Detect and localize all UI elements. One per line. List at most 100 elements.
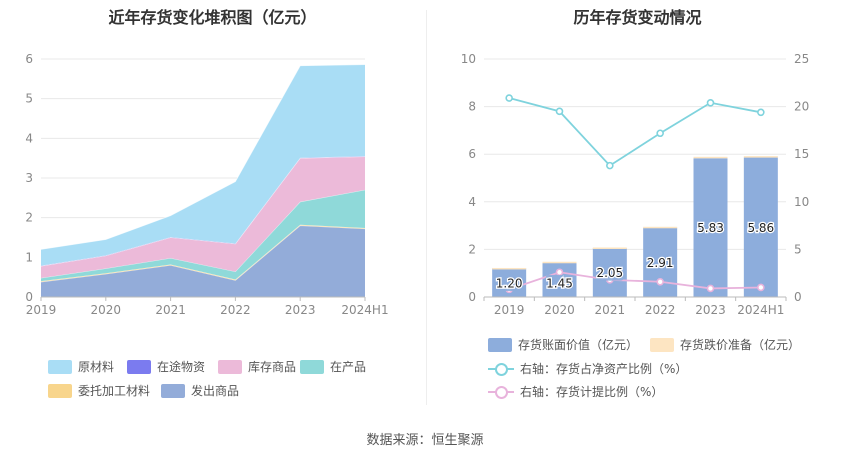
legend-label: 在产品	[330, 360, 367, 374]
y-right-tick-label: 5	[794, 242, 802, 256]
y-left-tick-label: 10	[461, 52, 476, 66]
y-left-tick-label: 8	[468, 100, 476, 114]
legend-item-consigned-processing[interactable]: 委托加工材料	[48, 382, 150, 399]
bar-data-label: 1.45	[546, 277, 573, 291]
y-left-tick-label: 0	[468, 290, 476, 304]
x-tick-label: 2022	[645, 303, 676, 317]
legend-item-finished-goods[interactable]: 库存商品	[218, 358, 296, 375]
legend-label: 存货跌价准备（亿元）	[680, 338, 801, 352]
x-tick-label: 2021	[155, 303, 186, 317]
bar-data-label: 2.91	[647, 256, 674, 270]
line-point	[505, 94, 513, 102]
panel-divider	[426, 10, 427, 405]
bar-impairment-provision	[643, 226, 678, 229]
data-label-background	[646, 254, 675, 271]
legend-swatch	[650, 337, 674, 352]
y-tick-label: 1	[25, 250, 33, 264]
legend-label: 在途物资	[157, 360, 206, 374]
y-tick-label: 3	[25, 171, 33, 185]
y-right-tick-label: 20	[794, 100, 809, 114]
bar-impairment-provision	[693, 156, 728, 159]
legend-swatch	[48, 359, 72, 374]
legend-label: 右轴：存货占净资产比例（%）	[520, 362, 688, 376]
line-marker-icon	[488, 362, 514, 376]
x-tick-label: 2019	[494, 303, 525, 317]
line-marker-icon	[488, 385, 514, 399]
y-tick-label: 5	[25, 92, 33, 106]
right-chart-legend: 存货账面价值（亿元） 存货跌价准备（亿元） 右轴：存货占净资产比例（%） 右轴：…	[488, 336, 848, 406]
legend-item-goods-in-transit[interactable]: 在途物资	[127, 358, 205, 375]
line-point	[606, 161, 614, 170]
x-tick-label: 2021	[595, 303, 626, 317]
bar-impairment-provision	[592, 247, 627, 249]
x-tick-label: 2020	[91, 303, 122, 317]
legend-label: 发出商品	[191, 384, 240, 398]
y-right-tick-label: 0	[794, 290, 802, 304]
y-right-tick-label: 10	[794, 195, 809, 209]
line-series	[508, 97, 762, 167]
area-series	[41, 224, 365, 282]
legend-item-raw-materials[interactable]: 原材料	[48, 358, 114, 375]
area-series	[41, 189, 365, 282]
legend-swatch	[488, 337, 512, 352]
bar-impairment-provision	[743, 156, 778, 158]
bar-data-label: 5.86	[747, 221, 774, 235]
legend-item-goods-shipped[interactable]: 发出商品	[161, 382, 239, 399]
legend-swatch	[48, 383, 72, 398]
x-tick-label: 2023	[695, 303, 726, 317]
legend-swatch	[218, 359, 242, 374]
line-point	[757, 108, 765, 117]
legend-item-work-in-progress[interactable]: 在产品	[300, 358, 366, 375]
y-right-tick-label: 25	[794, 52, 809, 66]
data-source-note: 数据来源：恒生聚源	[366, 433, 484, 448]
x-tick-label: 2023	[285, 303, 316, 317]
legend-swatch	[300, 359, 324, 374]
data-label-background	[495, 275, 524, 291]
x-tick-label: 2024H1	[737, 303, 784, 317]
legend-label: 委托加工材料	[78, 384, 151, 398]
line-point	[656, 277, 664, 286]
legend-label: 右轴：存货计提比例（%）	[520, 385, 664, 399]
right-chart-title: 历年存货变动情况	[573, 8, 702, 27]
y-left-tick-label: 4	[468, 195, 476, 209]
y-right-tick-label: 15	[794, 147, 809, 161]
line-point	[656, 129, 664, 138]
y-left-tick-label: 2	[468, 242, 476, 256]
bar-line-combo-chart: 0 2 4 6 8 10 0 5 10 15 20 25 2019 2020 2021 2022 2023 202…	[461, 52, 810, 317]
stacked-area-chart: 0 1 2 3 4 5 6 2019 2020 2021 2022 2023 2024H1	[25, 52, 388, 317]
y-tick-label: 2	[25, 211, 33, 225]
legend-swatch	[127, 359, 151, 374]
line-point	[555, 107, 564, 116]
line-point	[706, 98, 715, 107]
bar-impairment-provision	[542, 261, 577, 264]
x-tick-label: 2019	[26, 303, 57, 317]
y-tick-label: 0	[25, 290, 33, 304]
line-point	[555, 268, 564, 277]
legend-item-inventory-book-value[interactable]: 存货账面价值（亿元）	[488, 336, 638, 353]
area-series-edge	[40, 64, 366, 250]
legend-item-impairment-provision[interactable]: 存货跌价准备（亿元）	[650, 336, 800, 353]
legend-label: 存货账面价值（亿元）	[518, 338, 639, 352]
inventory-change-chart-panel: 历年存货变动情况 0 2 4 6 8 10 0 5 10 15 20 25 2019 2020 2021 20…	[425, 0, 850, 410]
legend-swatch	[161, 383, 185, 398]
area-series	[41, 225, 365, 297]
legend-label: 原材料	[78, 360, 115, 374]
bar-data-label: 1.20	[496, 277, 523, 291]
area-series	[41, 156, 365, 278]
data-label-background	[746, 219, 775, 236]
left-chart-legend: 原材料 在途物资 库存商品 在产品 委托加工材料 发出商品	[48, 358, 418, 408]
x-tick-label: 2022	[220, 303, 251, 317]
line-point	[706, 284, 715, 293]
y-tick-label: 6	[25, 52, 33, 66]
line-point	[757, 283, 765, 292]
bar-data-label: 5.83	[697, 221, 724, 235]
bar-data-label: 2.05	[596, 266, 623, 280]
y-tick-label: 4	[25, 131, 33, 145]
y-left-tick-label: 6	[468, 147, 476, 161]
x-tick-label: 2024H1	[341, 303, 388, 317]
legend-item-inventory-to-net-assets[interactable]: 右轴：存货占净资产比例（%）	[488, 360, 687, 377]
area-series	[41, 64, 365, 266]
legend-item-provision-ratio[interactable]: 右轴：存货计提比例（%）	[488, 383, 663, 400]
data-label-background	[696, 219, 725, 236]
left-chart-title: 近年存货变化堆积图（亿元）	[108, 8, 317, 27]
